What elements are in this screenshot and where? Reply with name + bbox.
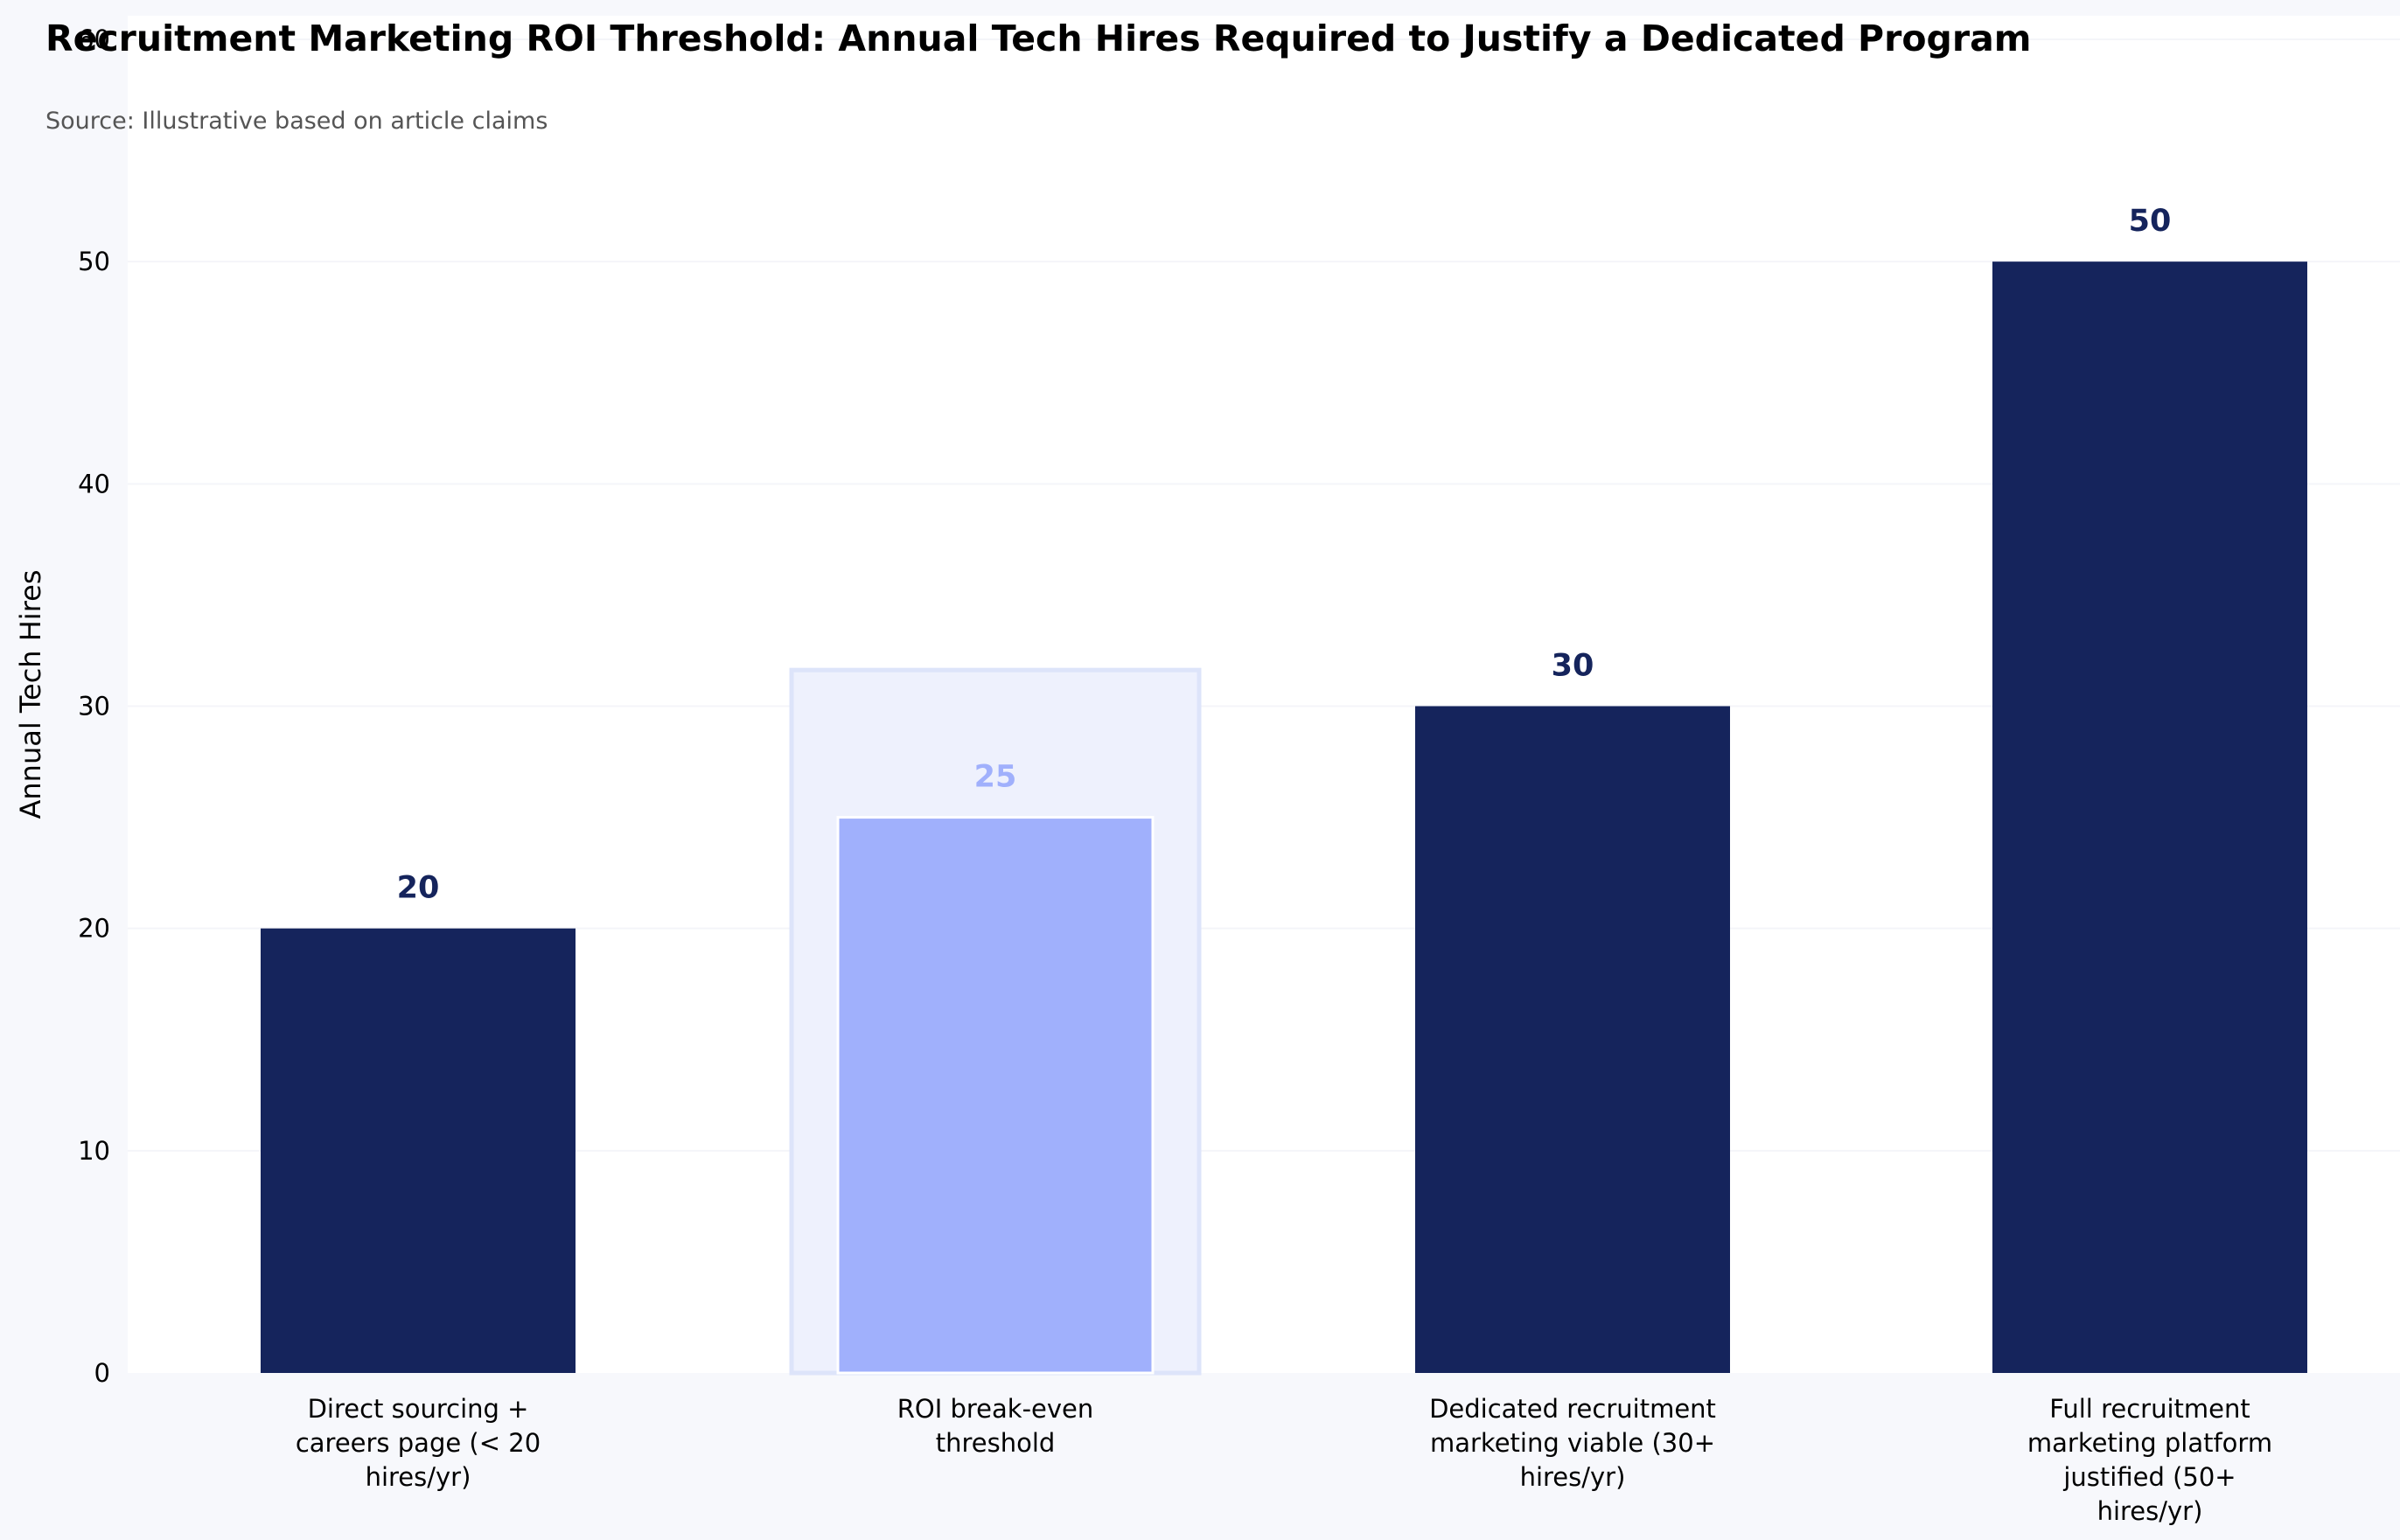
chart-title: Recruitment Marketing ROI Threshold: Ann…	[45, 17, 2031, 59]
data-label: 25	[974, 760, 1017, 795]
y-tick-label: 10	[78, 1136, 110, 1166]
y-tick-label: 40	[78, 469, 110, 498]
data-label-layer: 20 25 30 50	[397, 204, 2172, 906]
category-labels: Direct sourcing + careers page (< 20 hires…	[296, 1394, 2272, 1526]
category-label-line: justified (50+	[2062, 1462, 2236, 1492]
category-label-line: threshold	[936, 1428, 1056, 1458]
category-label-line: hires/yr)	[2097, 1496, 2203, 1526]
category-label: Direct sourcing + careers page (< 20 hires…	[296, 1394, 541, 1492]
chart-subtitle: Source: Illustrative based on article cl…	[45, 108, 548, 135]
data-label: 20	[397, 871, 440, 906]
y-tick-label: 50	[78, 247, 110, 276]
data-label: 50	[2129, 204, 2172, 239]
y-tick-label: 60	[78, 24, 110, 54]
category-label-line: marketing viable (30+	[1430, 1428, 1715, 1458]
category-label-line: Direct sourcing +	[308, 1394, 529, 1424]
bar-highlighted	[836, 816, 1155, 1375]
category-label: ROI break-even threshold	[897, 1394, 1094, 1458]
category-label-line: ROI break-even	[897, 1394, 1094, 1424]
category-label-line: careers page (< 20	[296, 1428, 541, 1458]
y-tick-label: 0	[94, 1358, 110, 1388]
y-tick-label: 30	[78, 692, 110, 721]
bar	[1992, 261, 2307, 1374]
bar-layer	[261, 261, 2307, 1375]
bar	[261, 928, 576, 1373]
y-axis-label: Annual Tech Hires	[14, 569, 47, 819]
category-label-line: hires/yr)	[366, 1462, 471, 1492]
y-tick-labels: 0 10 20 30 40 50 60	[78, 24, 110, 1388]
data-label: 30	[1552, 649, 1594, 684]
category-label-line: Dedicated recruitment	[1429, 1394, 1716, 1424]
category-label-line: hires/yr)	[1520, 1462, 1626, 1492]
category-label: Full recruitment marketing platform justif…	[2027, 1394, 2272, 1526]
category-label-line: marketing platform	[2027, 1428, 2272, 1458]
category-label: Dedicated recruitment marketing viable (3…	[1429, 1394, 1716, 1492]
category-label-line: Full recruitment	[2049, 1394, 2250, 1424]
y-tick-label: 20	[78, 914, 110, 944]
bar	[1415, 706, 1730, 1373]
